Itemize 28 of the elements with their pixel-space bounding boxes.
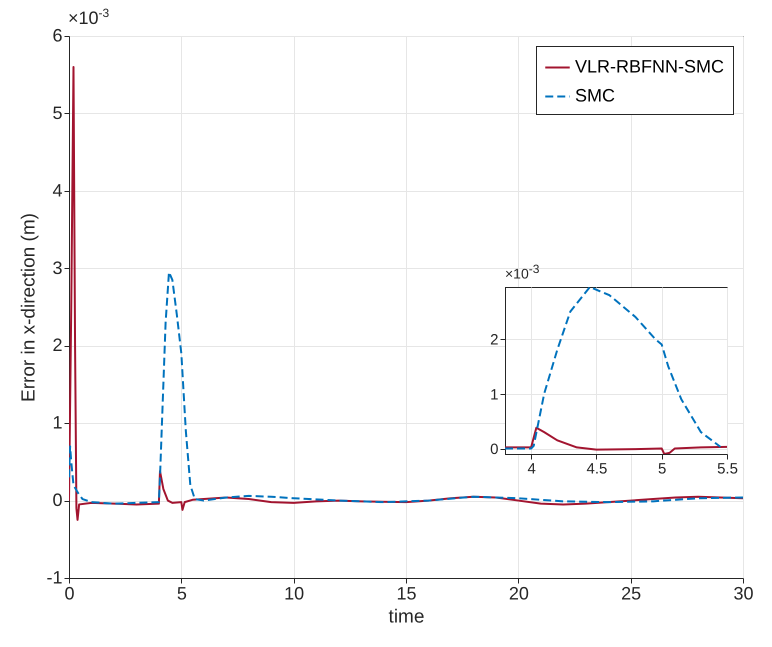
x-axis-title: time (388, 606, 424, 628)
y-tick-label: 3 (52, 258, 62, 278)
x-tick-label: 5 (176, 584, 187, 604)
legend-label: VLR-RBFNN-SMC (575, 56, 724, 76)
y-tick-label: -1 (46, 568, 62, 588)
y-axis-title: Error in x-direction (m) (18, 213, 40, 402)
annotation: ×10$^{-3}$ (505, 262, 540, 282)
x-tick-label: 5.5 (717, 460, 738, 478)
y-tick-label: 1 (52, 412, 62, 433)
x-tick-label: 10 (284, 584, 304, 604)
x-tick-label: 5 (658, 460, 666, 478)
x-tick-label: 30 (733, 584, 754, 604)
y-tick-label: 6 (52, 26, 62, 46)
y-tick-label: 4 (52, 180, 62, 200)
x-tick-label: 15 (396, 584, 417, 604)
y-tick-label: 0 (52, 490, 62, 510)
y-tick-label: 2 (490, 332, 498, 349)
y-tick-label: 0 (490, 441, 498, 458)
line-series (505, 287, 722, 450)
y-tick-label: 1 (490, 386, 498, 404)
x-tick-label: 25 (621, 584, 642, 604)
y-tick-label: 5 (52, 102, 62, 123)
text: ×10$^{-3}$ (68, 6, 110, 29)
legend-label: SMC (575, 86, 615, 106)
y-tick-label: 2 (52, 335, 62, 356)
x-tick-label: 4 (527, 460, 536, 478)
x-tick-label: 20 (508, 584, 529, 604)
x-tick-label: 4.5 (586, 460, 608, 478)
